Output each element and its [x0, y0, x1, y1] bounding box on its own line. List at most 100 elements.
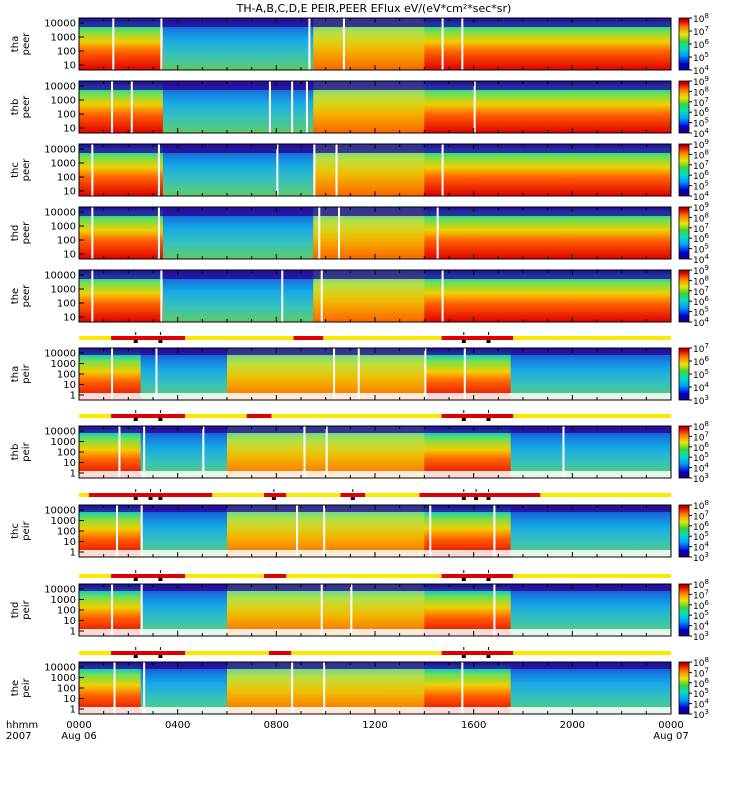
data-gap	[130, 81, 133, 133]
panel-ylabel-inst: peer	[21, 284, 32, 308]
panel-ylabel-inst: peir	[21, 520, 32, 540]
y-tick-label: 100	[57, 236, 76, 247]
y-tick-label: 100	[57, 299, 76, 310]
panel-ylabel-probe: thc	[10, 162, 21, 178]
data-gap	[357, 348, 360, 400]
panel-ylabel-inst: peir	[21, 599, 32, 619]
colorbar-tick-label: 104	[693, 381, 709, 394]
mode-bar-marker	[133, 497, 138, 500]
data-gap	[493, 505, 496, 557]
spectrogram-region	[510, 426, 671, 478]
figure-title: TH-A,B,C,D,E PEIR,PEER EFlux eV/(eV*cm²*…	[236, 2, 512, 15]
panel-ylabel-probe: tha	[10, 366, 21, 382]
data-gap	[91, 270, 94, 322]
y-tick-label: 1000	[51, 673, 76, 684]
mode-bar-marker	[158, 340, 163, 343]
mode-bar-red-segment	[111, 651, 186, 655]
y-tick-label: 10000	[44, 427, 76, 438]
data-gap	[303, 426, 306, 478]
data-gap	[118, 426, 121, 478]
y-tick-label: 10	[63, 124, 76, 135]
mode-bar-marker	[158, 418, 163, 421]
spectrogram-region	[140, 584, 227, 636]
colorbar-gradient	[678, 661, 690, 715]
mode-bar-marker	[158, 497, 163, 500]
mode-bar-before-panel-7	[79, 489, 671, 500]
x-tick-label: 0000	[66, 720, 91, 731]
data-gap	[268, 81, 271, 133]
data-gap	[276, 144, 279, 196]
mode-bar-marker	[474, 497, 479, 500]
spectrogram-region	[140, 662, 227, 714]
mode-bar-yellow	[79, 574, 671, 578]
data-gap	[313, 144, 316, 196]
panel-ylabel-probe: thd	[10, 602, 21, 619]
y-tick-label: 1000	[51, 437, 76, 448]
spectrogram-region	[510, 348, 671, 400]
data-gap	[202, 426, 205, 478]
panel-ylabel-inst: peir	[21, 441, 32, 461]
x-tick-label: 0400	[165, 720, 190, 731]
data-gap	[463, 348, 466, 400]
mode-bar-red-segment	[88, 493, 213, 497]
data-gap	[113, 662, 116, 714]
spectrogram-region	[510, 584, 671, 636]
data-gap	[140, 505, 143, 557]
colorbar-gradient	[678, 80, 690, 134]
y-tick-label: 1000	[51, 359, 76, 370]
spectrogram-region	[227, 662, 425, 714]
mode-bar-before-panel-5	[79, 332, 671, 343]
spectrogram-region	[227, 584, 425, 636]
colorbar-tick-label: 103	[693, 394, 709, 407]
y-tick-label: 1000	[51, 222, 76, 233]
data-gap	[493, 584, 496, 636]
y-tick-label: 10	[63, 458, 76, 469]
year-label: 2007	[6, 731, 31, 742]
data-gap	[116, 505, 118, 557]
y-tick-label: 1	[70, 391, 76, 402]
y-tick-label: 10000	[44, 145, 76, 156]
mode-bar-marker	[486, 578, 491, 581]
data-gap	[350, 584, 353, 636]
data-gap	[143, 426, 146, 478]
mode-bar-red-segment	[441, 336, 514, 340]
y-tick-label: 10000	[44, 82, 76, 93]
y-tick-label: 10000	[44, 506, 76, 517]
data-gap	[155, 348, 158, 400]
y-tick-label: 10	[63, 313, 76, 324]
colorbar-gradient	[678, 143, 690, 197]
y-tick-label: 10	[63, 537, 76, 548]
data-gap	[291, 662, 294, 714]
mode-bar-before-panel-9	[79, 647, 671, 658]
data-gap	[111, 348, 114, 400]
colorbar-gradient	[678, 425, 690, 479]
data-gap	[143, 662, 146, 714]
y-tick-label: 10000	[44, 585, 76, 596]
mode-bar-marker	[133, 340, 138, 343]
spectrogram-region	[140, 348, 227, 400]
mode-bar-red-segment	[441, 414, 514, 418]
y-tick-label: 100	[57, 370, 76, 381]
data-gap	[335, 144, 338, 196]
mode-bar-marker	[461, 578, 466, 581]
y-tick-label: 10	[63, 616, 76, 627]
data-gap	[296, 505, 299, 557]
spectrogram-region	[140, 505, 227, 557]
mode-bar-red-segment	[441, 574, 514, 578]
data-gap	[473, 81, 476, 133]
data-gap	[291, 81, 294, 133]
data-gap	[342, 18, 345, 70]
mode-bar-marker	[133, 578, 138, 581]
mode-bar-marker	[461, 497, 466, 500]
mode-bar-marker	[486, 418, 491, 421]
mode-bar-red-segment	[246, 414, 272, 418]
data-gap	[441, 270, 444, 322]
data-gap	[111, 81, 114, 133]
y-tick-label: 100	[57, 527, 76, 538]
y-tick-label: 1	[70, 469, 76, 480]
